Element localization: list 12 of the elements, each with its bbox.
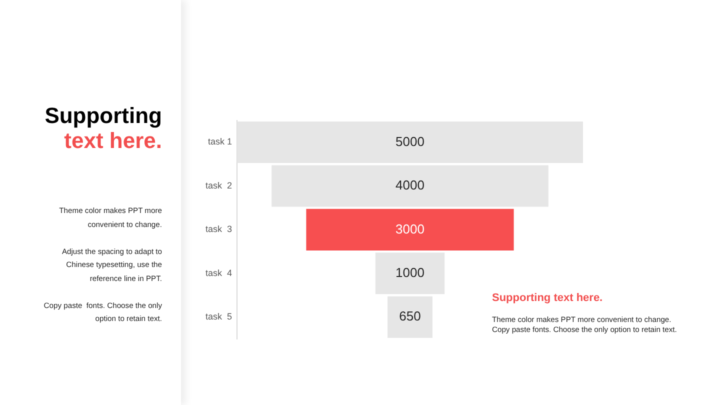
category-label: task 5	[205, 312, 232, 322]
category-label: task 2	[205, 180, 232, 190]
text: Supporting text here.	[44, 103, 162, 153]
data-label: 650	[399, 308, 421, 324]
data-label: 3000	[396, 221, 424, 236]
category-label: task 4	[205, 268, 232, 278]
category-label: task 1	[208, 136, 232, 147]
data-label: 1000	[396, 265, 424, 280]
data-label: 5000	[396, 134, 424, 149]
category-label: task 3	[205, 224, 232, 234]
text: Supporting text here.	[492, 292, 603, 304]
data-label: 4000	[396, 178, 424, 193]
